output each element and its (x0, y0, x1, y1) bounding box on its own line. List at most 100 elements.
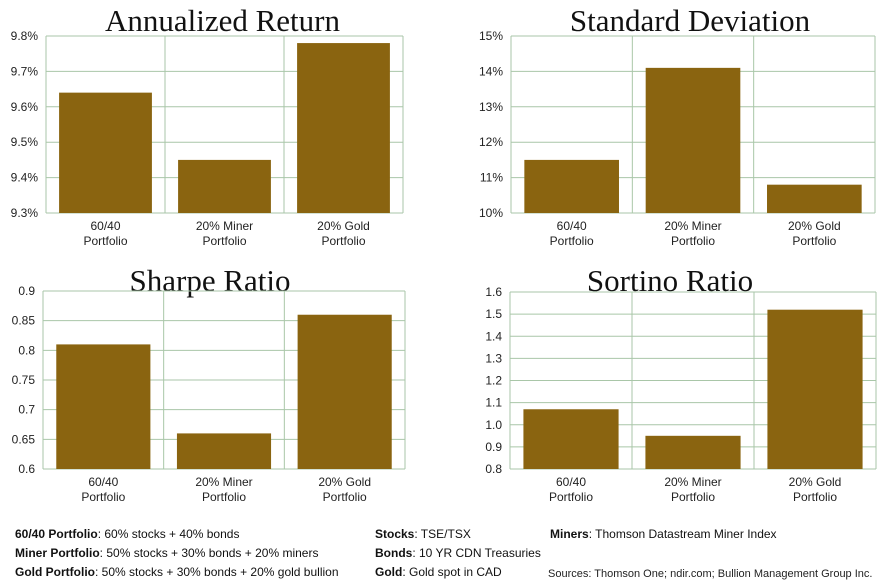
footer-line: Bonds: 10 YR CDN Treasuries (375, 544, 541, 563)
y-tick-label: 1.5 (485, 307, 502, 321)
footer-label: Miner Portfolio (15, 546, 100, 560)
y-tick-label: 0.9 (18, 284, 35, 298)
y-tick-label: 9.5% (11, 135, 39, 149)
x-tick-label: 60/40 Portfolio (81, 475, 125, 504)
footer-line: Gold Portfolio: 50% stocks + 30% bonds +… (15, 563, 339, 582)
footer-line: Miner Portfolio: 50% stocks + 30% bonds … (15, 544, 339, 563)
footer-definitions-right: Miners: Thomson Datastream Miner Index (550, 525, 777, 544)
x-tick-label-line: Portfolio (202, 234, 246, 248)
y-tick-label: 15% (479, 29, 503, 43)
y-tick-label: 9.4% (11, 171, 39, 185)
y-tick-label: 1.1 (485, 396, 502, 410)
x-tick-label-line: Portfolio (793, 490, 837, 504)
y-tick-label: 1.4 (485, 329, 502, 343)
x-tick-label: 20% Gold Portfolio (789, 475, 842, 504)
sources-note: Sources: Thomson One; ndir.com; Bullion … (548, 568, 873, 580)
y-tick-label: 10% (479, 206, 503, 220)
footer-line: 60/40 Portfolio: 60% stocks + 40% bonds (15, 525, 339, 544)
x-tick-label: 60/40 Portfolio (83, 219, 127, 248)
x-tick-label-line: 60/40 (556, 475, 586, 489)
chart-title: Sharpe Ratio (129, 263, 291, 298)
x-tick-label-line: 60/40 (90, 219, 120, 233)
bar (59, 92, 152, 213)
bar (176, 433, 272, 469)
chart-title: Annualized Return (104, 3, 340, 38)
y-tick-label: 1.6 (485, 285, 502, 299)
y-tick-label: 1.3 (485, 351, 502, 365)
bar (178, 159, 271, 213)
x-tick-label: 60/40 Portfolio (550, 219, 594, 248)
bar (645, 67, 741, 213)
chart-sortino-ratio: Sortino Ratio 0.8 0.9 1.0 1.1 1.2 1.3 1.4 1.5 1.… (445, 260, 890, 520)
y-tick-label: 0.7 (18, 403, 35, 417)
bar (767, 184, 862, 213)
x-tick-label-line: 20% Gold (317, 219, 370, 233)
x-tick-label-line: Portfolio (550, 234, 594, 248)
x-tick-label-line: Portfolio (549, 490, 593, 504)
y-tick-label: 0.8 (18, 343, 35, 357)
footer-text: : Thomson Datastream Miner Index (588, 527, 777, 541)
x-tick-label-line: Portfolio (323, 490, 367, 504)
y-tick-label: 12% (479, 135, 503, 149)
x-tick-label: 20% Miner Portfolio (195, 475, 252, 504)
x-tick-label-line: Portfolio (792, 234, 836, 248)
bar (297, 314, 392, 469)
y-tick-label: 11% (480, 171, 503, 185)
footer-label: Miners (550, 527, 589, 541)
chart-svg: 9.3%9.4%9.5%9.6%9.7%9.8%60/40 Portfolio20… (11, 29, 404, 248)
x-tick-label-line: 20% Miner (664, 475, 721, 489)
x-tick-label-line: Portfolio (81, 490, 125, 504)
x-tick-label: 60/40 Portfolio (549, 475, 593, 504)
footer-label: Stocks (375, 527, 415, 541)
x-tick-label-line: Portfolio (321, 234, 365, 248)
footer-label: Gold Portfolio (15, 565, 95, 579)
footer-line: Stocks: TSE/TSX (375, 525, 541, 544)
bar (767, 309, 863, 469)
bar (524, 159, 619, 213)
chart-sharpe-ratio: Sharpe Ratio 0.6 0.65 0.7 0.75 0.8 0.85 0.9 60/… (0, 260, 445, 520)
bar (56, 344, 151, 469)
footer-text: : 10 YR CDN Treasuries (412, 546, 541, 560)
footer-line: Miners: Thomson Datastream Miner Index (550, 525, 777, 544)
footer-label: Gold (375, 565, 403, 579)
x-tick-label-line: 20% Gold (318, 475, 371, 489)
x-tick-label: 20% Gold Portfolio (788, 219, 841, 248)
y-tick-label: 9.8% (11, 29, 39, 43)
y-tick-label: 9.6% (11, 100, 39, 114)
x-tick-label-line: 20% Miner (195, 475, 252, 489)
x-tick-label-line: Portfolio (83, 234, 127, 248)
x-tick-label-line: 20% Gold (789, 475, 842, 489)
y-tick-label: 0.75 (12, 373, 36, 387)
footer-text: : 50% stocks + 30% bonds + 20% miners (99, 546, 319, 560)
footer-text: : 60% stocks + 40% bonds (97, 527, 240, 541)
bar (297, 43, 390, 213)
chart-svg: 0.60.650.70.750.80.850.960/40 Portfolio20… (12, 284, 406, 504)
x-tick-label-line: Portfolio (671, 234, 715, 248)
x-tick-label-line: 20% Miner (196, 219, 253, 233)
footer-line: Gold: Gold spot in CAD (375, 563, 541, 582)
footer-label: Bonds (375, 546, 413, 560)
x-tick-label: 20% Miner Portfolio (664, 475, 721, 504)
footer-text: : TSE/TSX (414, 527, 471, 541)
y-tick-label: 0.9 (485, 440, 502, 454)
chart-standard-deviation: Standard Deviation 10% 11% 12% 13% 14% 15% 60/… (445, 0, 890, 260)
bar (645, 435, 741, 469)
bar (523, 409, 619, 469)
chart-svg: 0.80.91.01.11.21.31.41.51.660/40 Portfoli… (485, 285, 877, 504)
x-tick-label-line: 20% Gold (788, 219, 841, 233)
y-tick-label: 0.85 (12, 314, 36, 328)
y-tick-label: 9.7% (11, 64, 39, 78)
x-tick-label: 20% Miner Portfolio (196, 219, 253, 248)
x-tick-label: 20% Miner Portfolio (664, 219, 721, 248)
chart-annualized-return: Annualized Return 9.3% 9.4% 9.5% 9.6% 9.7% 9.… (0, 0, 445, 260)
y-tick-label: 14% (479, 64, 503, 78)
x-tick-label-line: 20% Miner (664, 219, 721, 233)
footer-definitions-left: 60/40 Portfolio: 60% stocks + 40% bonds … (15, 525, 339, 582)
x-tick-label-line: Portfolio (671, 490, 715, 504)
footer-text: : 50% stocks + 30% bonds + 20% gold bull… (95, 565, 339, 579)
footer-text: : Gold spot in CAD (402, 565, 502, 579)
y-tick-label: 1.2 (485, 374, 502, 388)
x-tick-label: 20% Gold Portfolio (317, 219, 370, 248)
y-tick-label: 13% (479, 100, 503, 114)
y-tick-label: 0.8 (485, 462, 502, 476)
